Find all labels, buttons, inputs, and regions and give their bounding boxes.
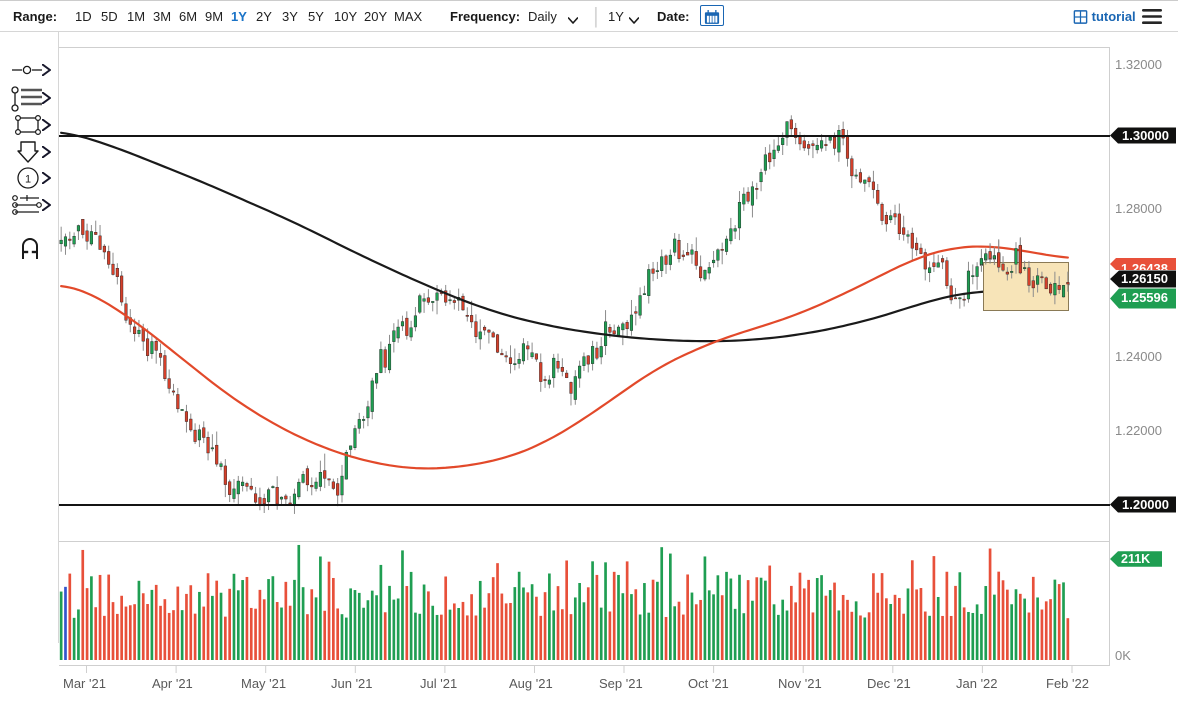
svg-text:1: 1 xyxy=(25,174,31,186)
